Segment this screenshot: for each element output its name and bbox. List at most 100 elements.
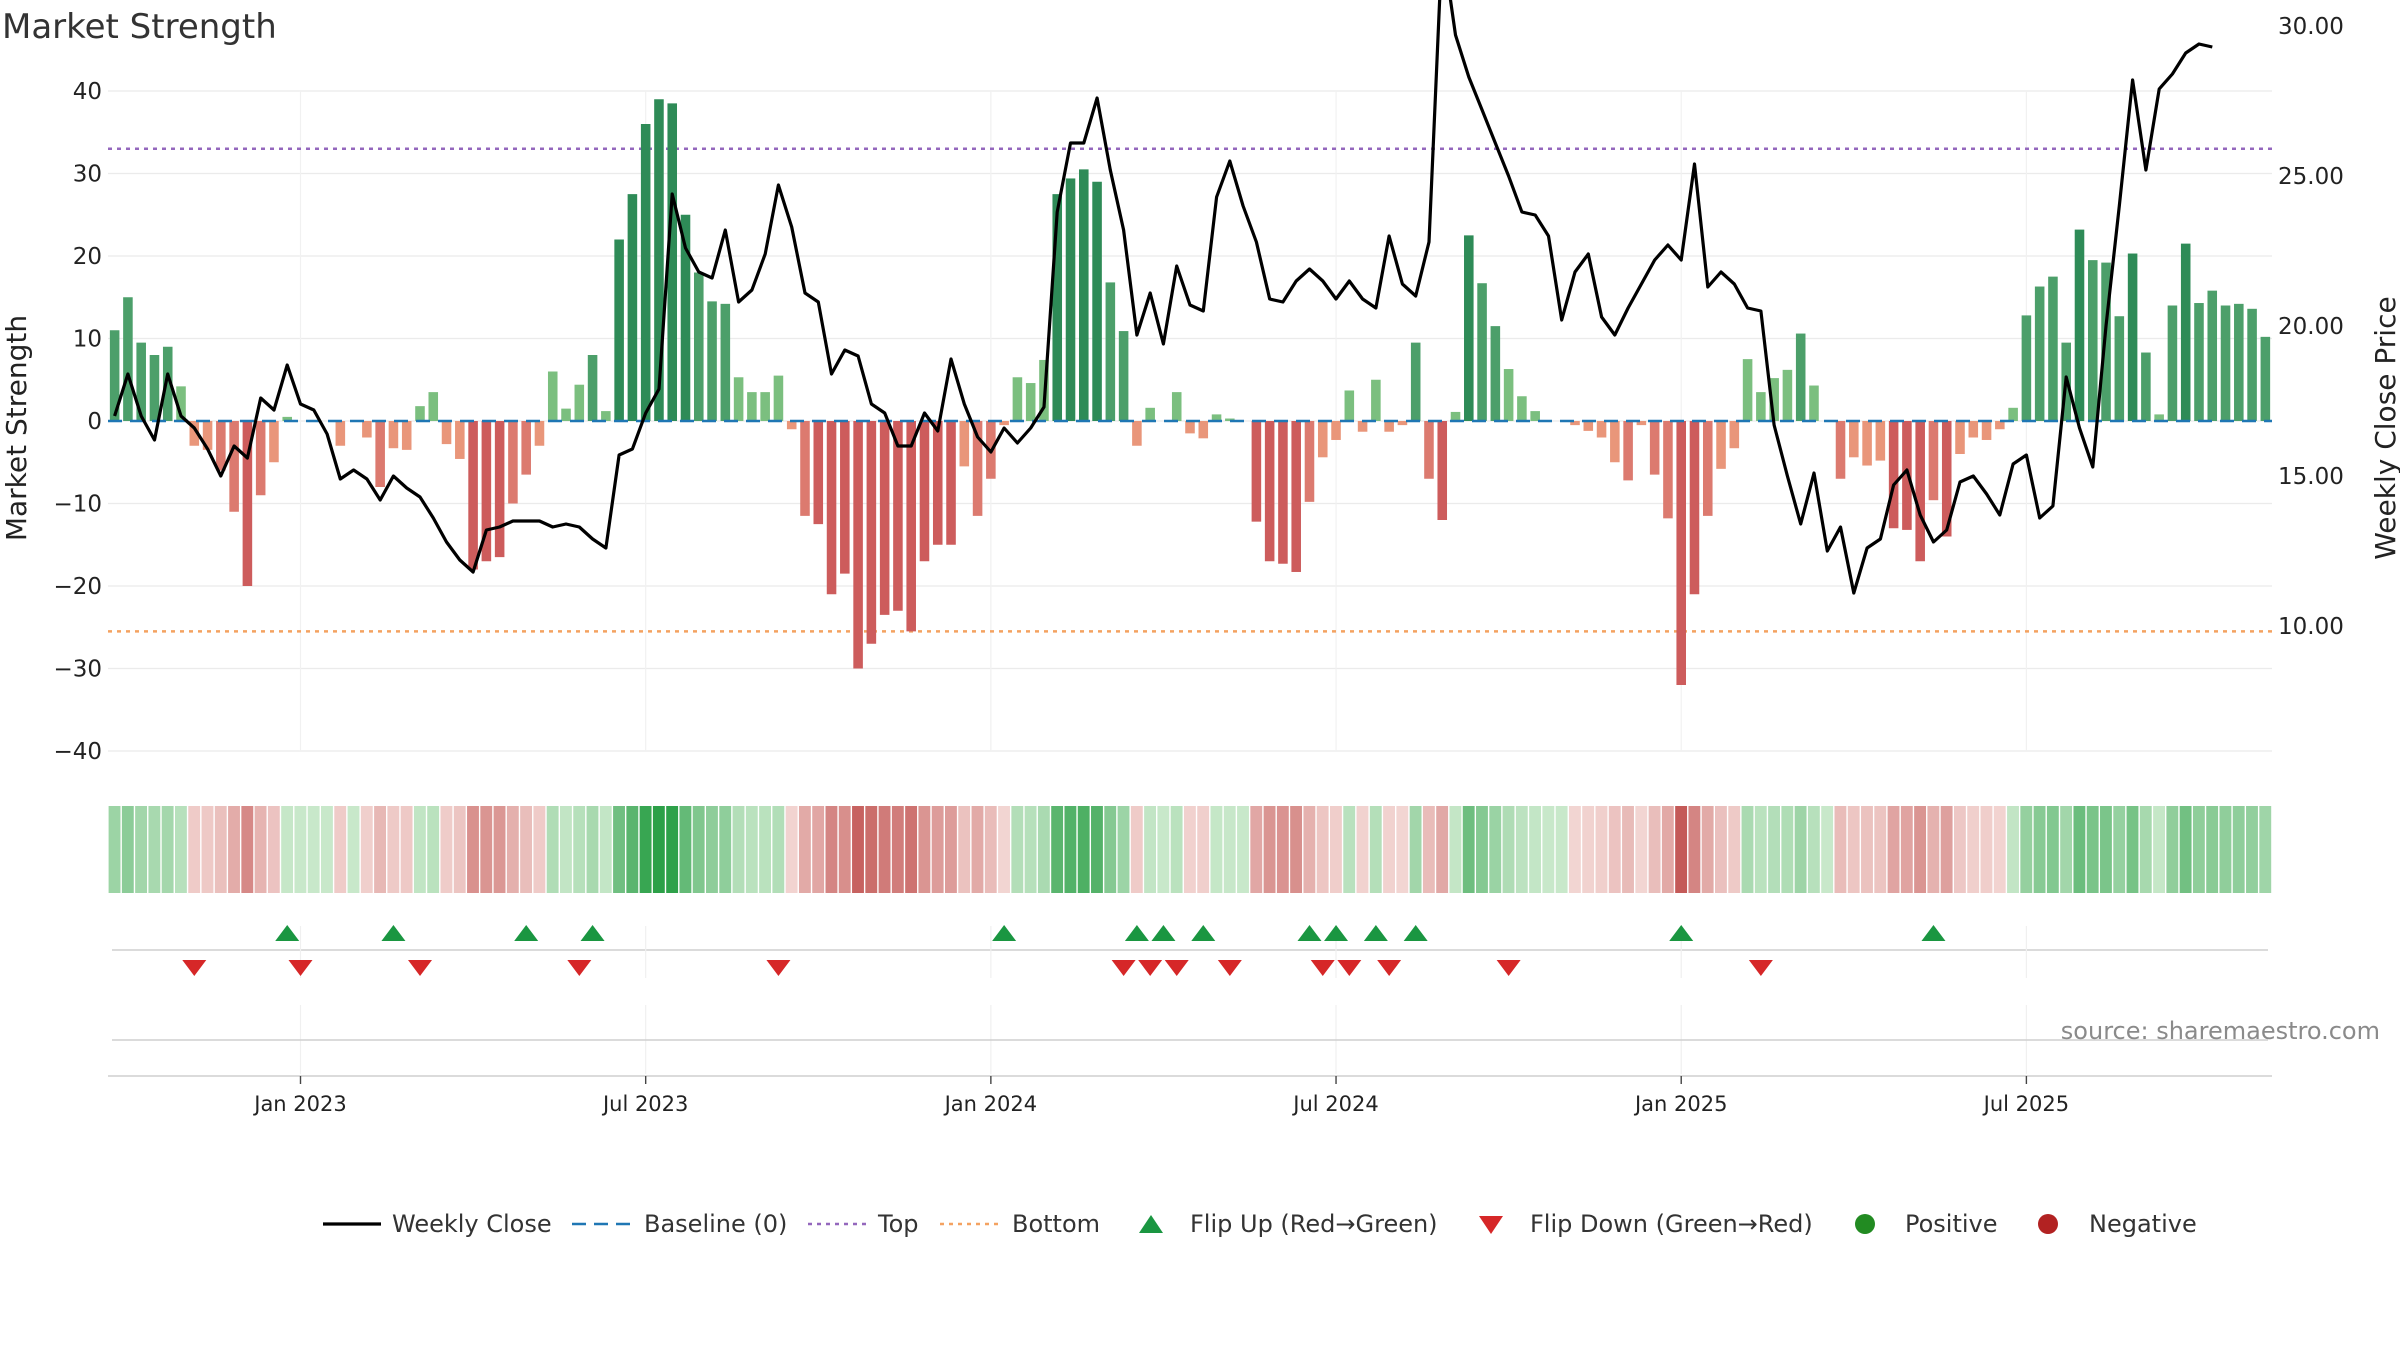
strength-bar bbox=[136, 342, 146, 421]
heat-cell bbox=[918, 806, 931, 893]
heat-cell bbox=[294, 806, 307, 893]
strength-bar bbox=[2234, 303, 2244, 421]
heat-cell bbox=[852, 806, 864, 893]
heat-cell bbox=[1595, 806, 1608, 893]
strength-bar bbox=[176, 386, 186, 421]
heat-cell bbox=[1343, 806, 1356, 893]
heat-cell bbox=[1635, 806, 1648, 893]
x-tick-label: Jul 2024 bbox=[1291, 1092, 1378, 1116]
flip-down-marker bbox=[182, 960, 207, 976]
heat-cell bbox=[1582, 806, 1595, 893]
strength-bar bbox=[149, 355, 160, 421]
heat-cell bbox=[2020, 806, 2033, 893]
strength-bar bbox=[375, 421, 385, 487]
heat-cell bbox=[2166, 806, 2179, 893]
legend-label: Weekly Close bbox=[392, 1210, 552, 1238]
heat-cell bbox=[1051, 806, 1064, 893]
heat-cell bbox=[1847, 806, 1860, 893]
strength-bar bbox=[441, 421, 452, 445]
strength-bar bbox=[2034, 286, 2045, 421]
strength-bar bbox=[1769, 378, 1779, 421]
strength-bar bbox=[2207, 290, 2218, 421]
legend-label: Flip Down (Green→Red) bbox=[1530, 1210, 1813, 1238]
heat-cell bbox=[1024, 806, 1037, 893]
heat-cell bbox=[1648, 806, 1661, 893]
heat-cell bbox=[1701, 806, 1714, 893]
strength-bar bbox=[1835, 421, 1846, 479]
heat-cell bbox=[148, 806, 161, 893]
heat-cell bbox=[413, 806, 426, 893]
reference-lines bbox=[108, 147, 2272, 633]
weekly-close-line bbox=[113, 0, 2213, 595]
strength-bar bbox=[879, 421, 890, 615]
flip-up-marker bbox=[1363, 925, 1388, 941]
heat-cell bbox=[1210, 806, 1223, 893]
heat-cell bbox=[772, 806, 785, 893]
heat-cell bbox=[2206, 806, 2219, 893]
strength-bar bbox=[1623, 421, 1633, 481]
flip-down-marker bbox=[1337, 960, 1362, 976]
strength-bar bbox=[1809, 385, 1819, 421]
strength-bar bbox=[508, 421, 518, 504]
strength-bar bbox=[1211, 414, 1222, 421]
heat-cell bbox=[427, 806, 440, 893]
chart-title: Market Strength bbox=[2, 7, 277, 47]
y-tick-right: 10.00 bbox=[2278, 614, 2344, 640]
y-tick-left: −40 bbox=[53, 739, 102, 765]
strength-bar bbox=[1012, 377, 1023, 421]
heat-cell bbox=[2232, 806, 2245, 893]
heat-cell bbox=[719, 806, 732, 893]
strength-bar bbox=[1450, 411, 1461, 421]
strength-bar bbox=[1225, 418, 1235, 421]
heat-cell bbox=[1807, 806, 1820, 893]
flip-down-marker bbox=[1310, 960, 1335, 976]
strength-bar bbox=[1118, 331, 1129, 421]
heat-cell bbox=[825, 806, 838, 893]
heat-cell bbox=[1011, 806, 1024, 893]
strength-bar bbox=[866, 421, 877, 644]
heat-cell bbox=[2246, 806, 2258, 893]
heat-cell bbox=[1900, 806, 1913, 893]
flip-up-marker bbox=[1669, 925, 1694, 941]
heat-cell bbox=[998, 806, 1010, 893]
strength-bar bbox=[335, 421, 346, 446]
strength-bar bbox=[853, 421, 863, 669]
heat-cell bbox=[586, 806, 599, 893]
flip-up-marker bbox=[1297, 925, 1322, 941]
strength-bar bbox=[1649, 421, 1660, 475]
strength-bar bbox=[1503, 369, 1514, 421]
heat-cell bbox=[891, 806, 904, 893]
strength-bar bbox=[1517, 396, 1527, 421]
strength-bar bbox=[1251, 421, 1262, 522]
heat-cell bbox=[1104, 806, 1117, 893]
strength-bar bbox=[1424, 421, 1434, 479]
heat-cell bbox=[798, 806, 811, 893]
legend: Weekly Close Baseline (0) Top Bottom Flip Up… bbox=[323, 1210, 2197, 1238]
strength-bar bbox=[654, 99, 664, 421]
strength-bar bbox=[1145, 407, 1155, 421]
heat-cell bbox=[2139, 806, 2152, 893]
heat-cell bbox=[1675, 806, 1688, 893]
heat-cell bbox=[1091, 806, 1103, 893]
weekly-close-series bbox=[113, 0, 2213, 595]
flip-up-marker bbox=[1403, 925, 1428, 941]
strength-bar bbox=[1052, 194, 1063, 421]
strength-bar bbox=[972, 421, 983, 516]
heat-cell bbox=[1715, 806, 1727, 893]
heat-cell bbox=[201, 806, 214, 893]
heat-cell bbox=[2192, 806, 2205, 893]
heat-cell bbox=[1874, 806, 1887, 893]
strength-bar bbox=[1995, 421, 2005, 430]
y-axis-left-title: Market Strength bbox=[0, 315, 33, 541]
strength-bars bbox=[109, 99, 2271, 685]
strength-bar bbox=[1185, 421, 1195, 434]
strength-bar bbox=[1676, 421, 1686, 685]
strength-bar bbox=[1490, 326, 1501, 421]
strength-bar bbox=[415, 406, 425, 421]
heat-cell bbox=[493, 806, 506, 893]
strength-bar bbox=[1317, 421, 1328, 458]
heat-cell bbox=[1953, 806, 1966, 893]
heat-cell bbox=[1661, 806, 1674, 893]
heat-cell bbox=[1741, 806, 1754, 893]
